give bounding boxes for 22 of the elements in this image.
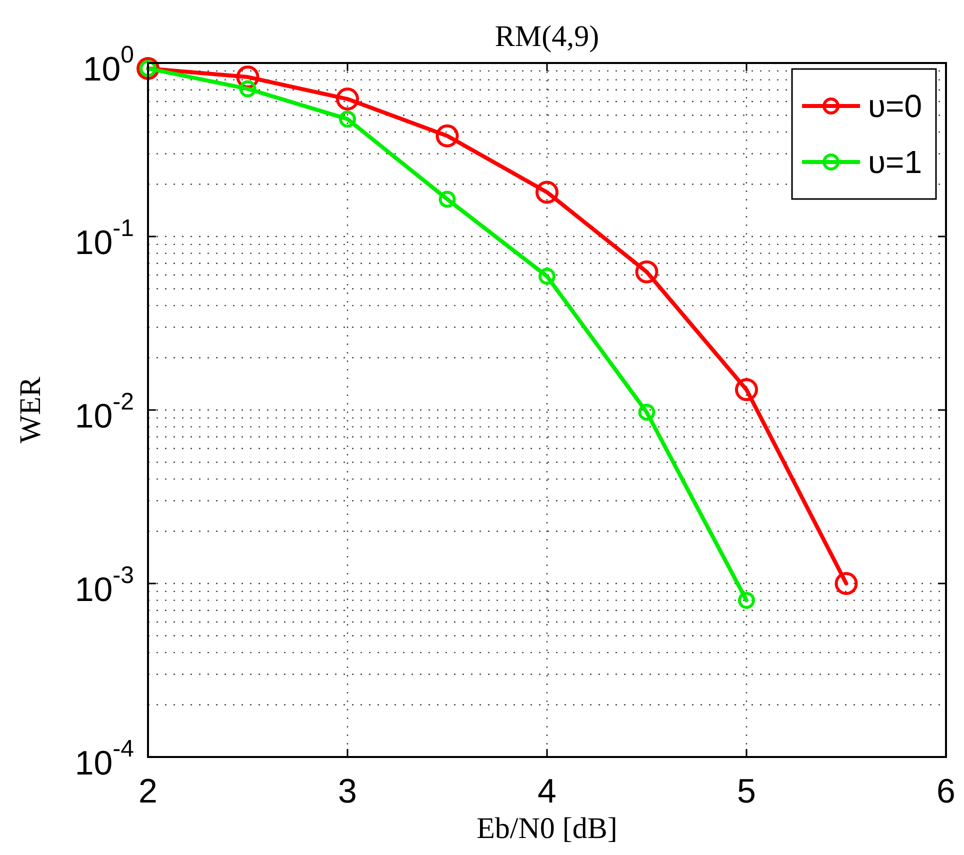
point [635, 260, 658, 284]
point [638, 404, 656, 421]
x-tick-label: 6 [936, 772, 956, 810]
point [239, 80, 256, 98]
point [339, 110, 356, 128]
x-tick-label: 2 [138, 772, 158, 810]
x-tick-label: 5 [737, 772, 756, 810]
point [538, 268, 556, 285]
point [738, 592, 755, 609]
point [436, 124, 459, 148]
x-axis-title: Eb/N0 [dB] [476, 812, 618, 845]
x-tick-label: 4 [538, 772, 556, 810]
point [735, 378, 758, 402]
point [438, 190, 456, 208]
chart-title: RM(4,9) [494, 20, 600, 53]
legend-label: υ=1 [868, 144, 922, 180]
y-axis-title: WER [14, 376, 47, 444]
point [336, 88, 359, 111]
legend-label: υ=0 [868, 88, 922, 124]
x-tick-label: 3 [338, 772, 357, 810]
point [536, 180, 558, 204]
point [834, 572, 858, 595]
